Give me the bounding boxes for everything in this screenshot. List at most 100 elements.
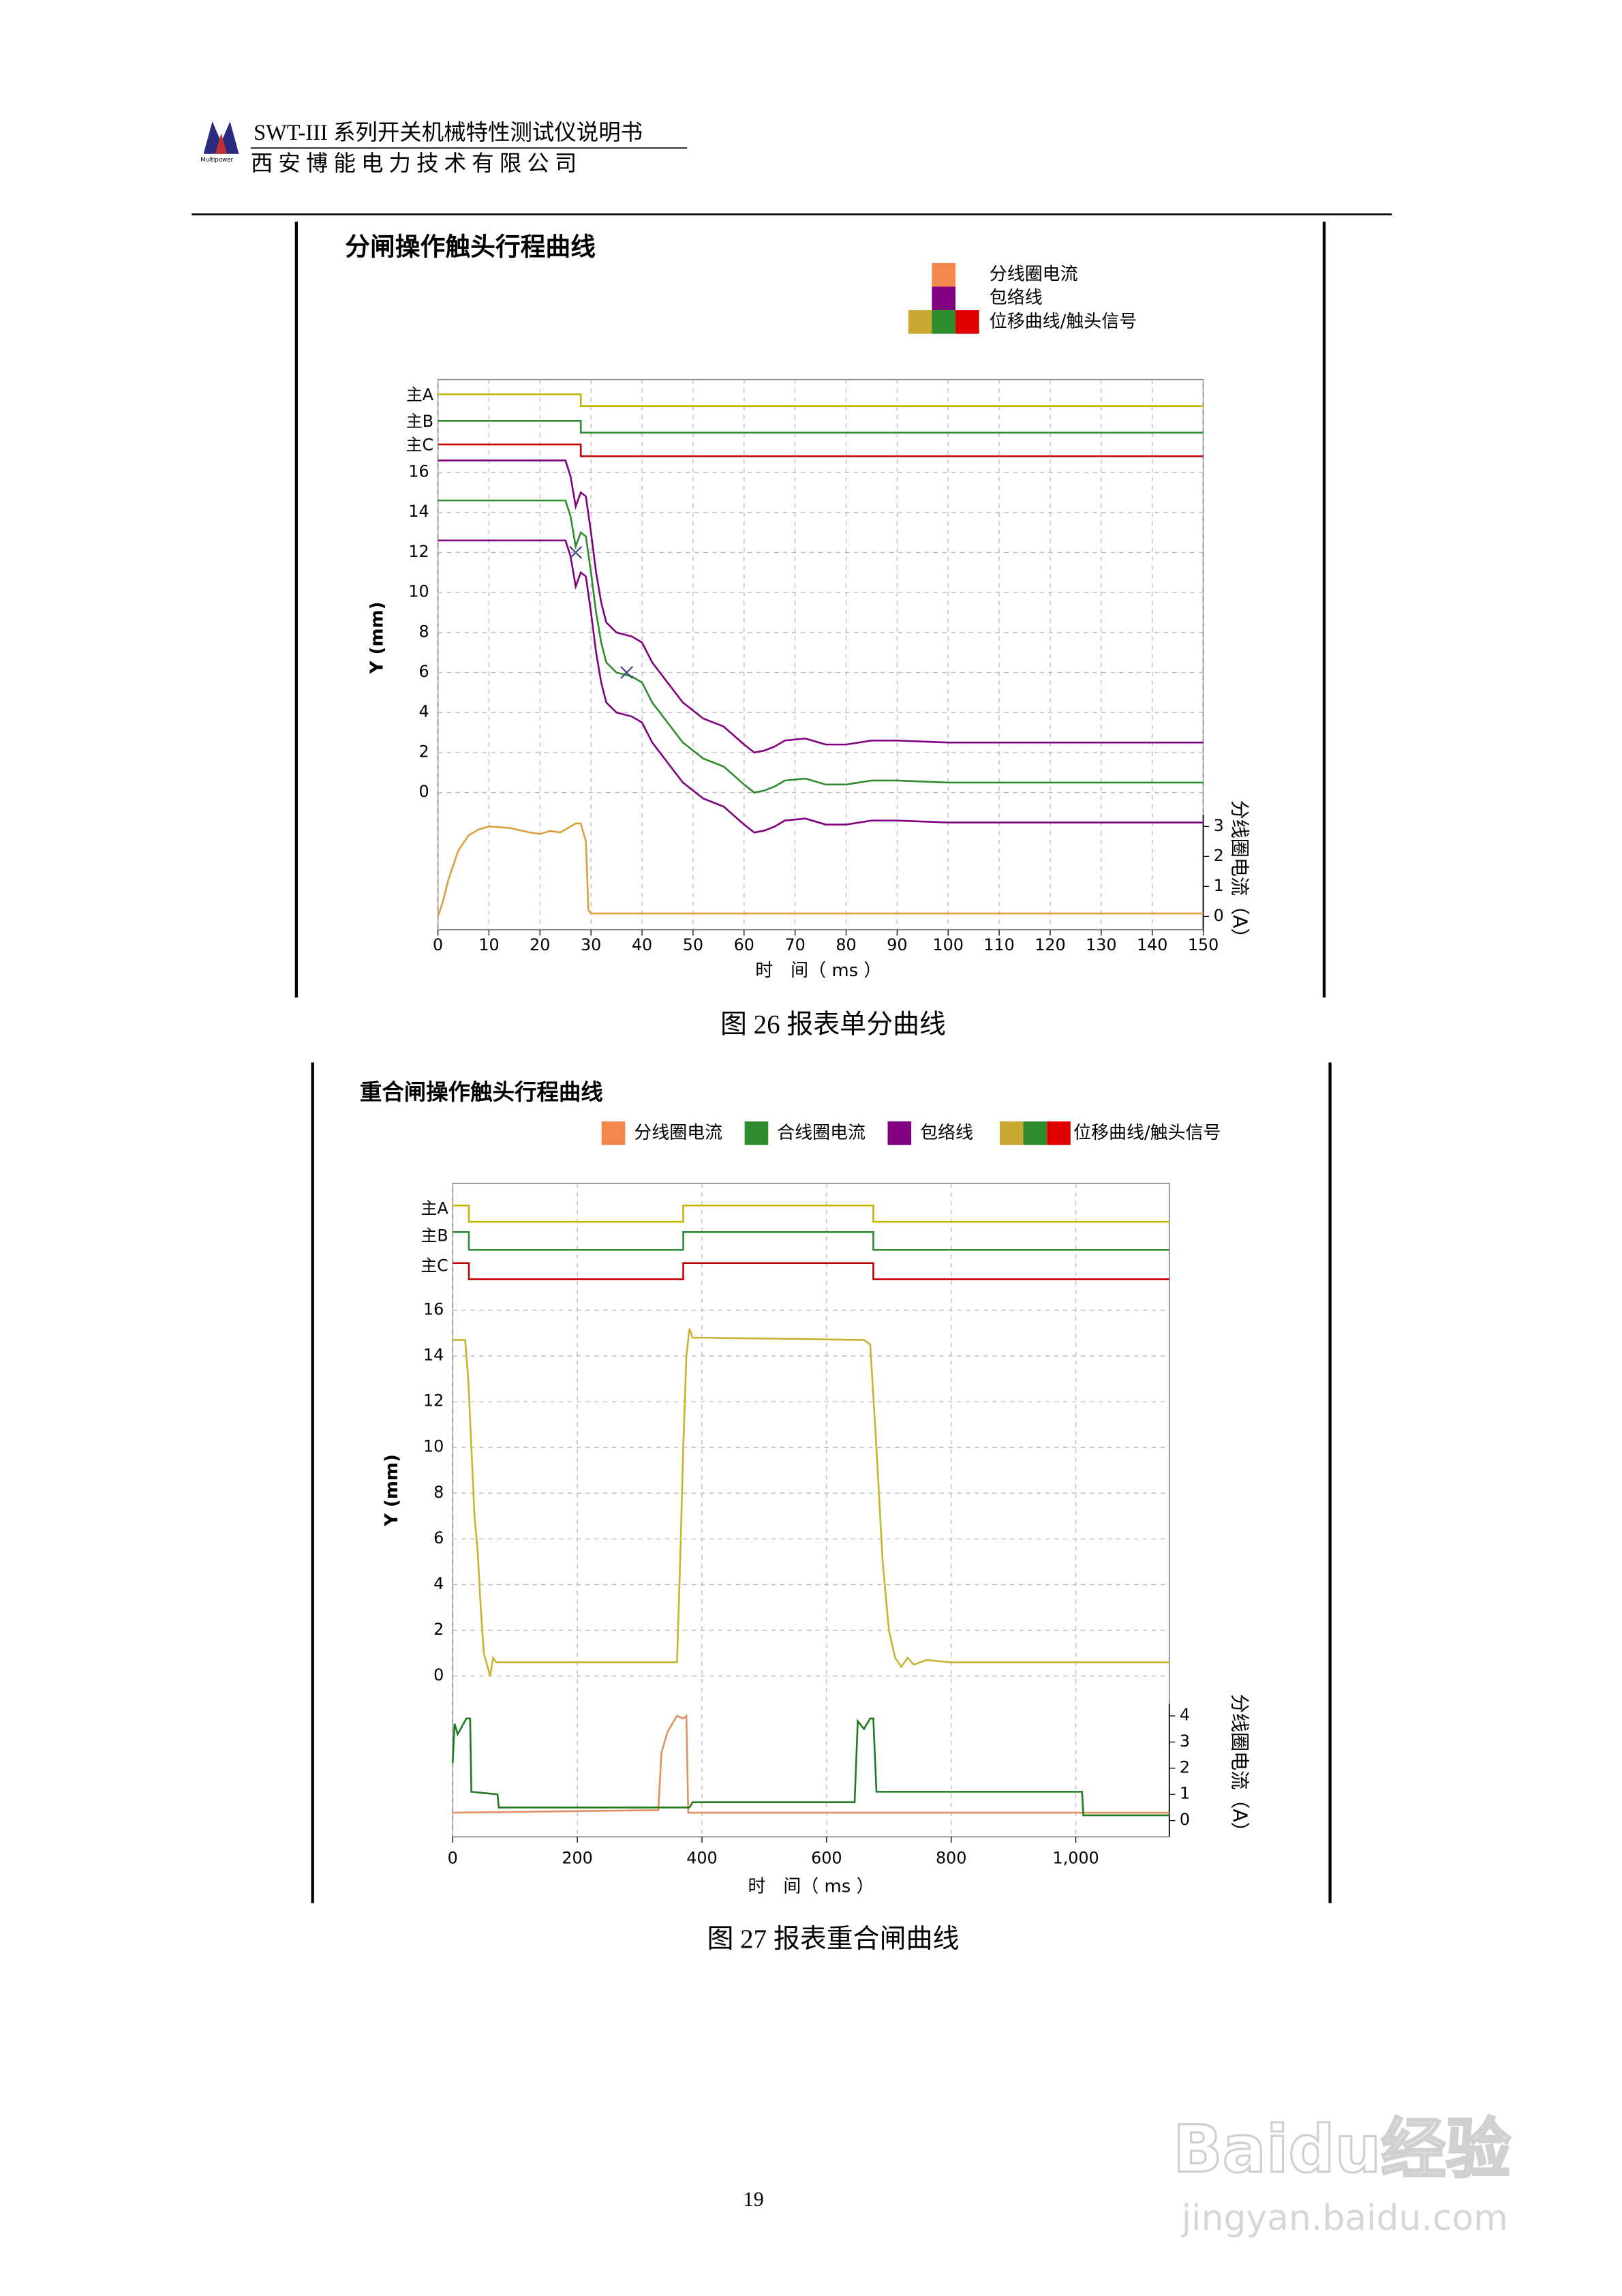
- x-tick-label: 200: [562, 1848, 592, 1867]
- x-tick-label: 10: [478, 935, 499, 954]
- signal-line: [453, 1205, 1169, 1223]
- x-tick-label: 20: [530, 935, 550, 954]
- logo-text: Multipower: [200, 157, 233, 164]
- x-tick-label: 140: [1137, 935, 1167, 954]
- legend-label: 分线圈电流: [990, 265, 1078, 285]
- x-tick-label: 90: [887, 935, 907, 954]
- y-tick-label: 14: [423, 1346, 444, 1365]
- legend-label: 包络线: [920, 1123, 973, 1143]
- y-axis-label: Y (mm): [367, 602, 387, 675]
- signal-label: 主B: [421, 1226, 448, 1245]
- y2-tick-label: 3: [1214, 816, 1224, 835]
- y-tick-label: 8: [418, 622, 429, 641]
- y-tick-label: 12: [408, 542, 429, 561]
- x-tick-label: 600: [811, 1848, 842, 1867]
- legend-swatch: [955, 310, 979, 334]
- y-tick-label: 6: [433, 1528, 444, 1547]
- x-tick-label: 150: [1188, 935, 1219, 954]
- travel-line: [438, 539, 1204, 834]
- chart-title: 重合闸操作触头行程曲线: [360, 1079, 603, 1105]
- cross-marker: [620, 666, 634, 679]
- x-tick-label: 80: [836, 935, 856, 954]
- x-tick-label: 100: [933, 935, 964, 954]
- x-tick-label: 800: [936, 1848, 966, 1867]
- x-tick-label: 130: [1086, 935, 1116, 954]
- legend-swatch: [744, 1121, 769, 1145]
- x-tick-label: 40: [632, 935, 652, 954]
- current-line: [437, 822, 1204, 917]
- travel-line: [438, 499, 1204, 794]
- x-tick-label: 400: [686, 1848, 717, 1867]
- legend-label: 位移曲线/触头信号: [990, 312, 1137, 332]
- y-tick-label: 0: [433, 1665, 444, 1685]
- x-tick-label: 30: [581, 935, 601, 954]
- plot-area: [437, 378, 1204, 931]
- legend-swatch: [932, 310, 956, 334]
- y-tick-label: 14: [408, 502, 429, 521]
- travel-line: [453, 1328, 1169, 1676]
- x-axis-label: 时 间（ ms ）: [755, 961, 881, 981]
- signal-label: 主A: [406, 385, 434, 404]
- y2-tick-label: 4: [1180, 1705, 1190, 1724]
- y-tick-label: 10: [408, 582, 429, 601]
- legend-swatch: [932, 286, 956, 311]
- cross-marker: [569, 546, 583, 559]
- legend-swatch: [887, 1121, 912, 1145]
- y-tick-label: 4: [418, 702, 429, 721]
- y-tick-label: 2: [433, 1620, 444, 1639]
- x-tick-label: 70: [784, 935, 805, 954]
- signal-label: 主C: [406, 436, 433, 455]
- x-tick-label: 110: [983, 935, 1014, 954]
- signal-line: [438, 393, 1204, 407]
- doc-title: SWT-III 系列开关机械特性测试仪说明书: [254, 120, 643, 145]
- legend-swatch: [1023, 1121, 1047, 1145]
- y2-tick-label: 0: [1180, 1810, 1190, 1829]
- legend-swatch: [1047, 1121, 1071, 1145]
- page-number: 19: [743, 2188, 763, 2211]
- y2-tick-label: 2: [1180, 1757, 1190, 1777]
- travel-line: [438, 459, 1204, 754]
- y2-tick-label: 1: [1180, 1784, 1190, 1803]
- y2-tick-label: 1: [1214, 876, 1224, 895]
- caption: 图 26 报表单分曲线: [720, 1010, 946, 1040]
- x-axis-label: 时 间（ ms ）: [748, 1876, 874, 1897]
- signal-line: [453, 1262, 1169, 1280]
- y-tick-label: 16: [423, 1300, 444, 1319]
- y2-tick-label: 0: [1214, 906, 1224, 925]
- legend-label: 位移曲线/触头信号: [1073, 1123, 1221, 1143]
- x-tick-label: 120: [1035, 935, 1065, 954]
- logo: [203, 121, 239, 154]
- y2-axis-label: 分线圈电流（A）: [1228, 800, 1251, 948]
- x-tick-label: 60: [734, 935, 754, 954]
- plot-area: [452, 1183, 1170, 1838]
- signal-line: [453, 1231, 1169, 1251]
- current-line: [451, 1717, 1169, 1817]
- signal-label: 主A: [421, 1198, 449, 1218]
- y2-tick-label: 3: [1180, 1732, 1190, 1751]
- x-tick-label: 0: [433, 935, 443, 954]
- legend-swatch: [999, 1121, 1024, 1145]
- legend-label: 合线圈电流: [777, 1123, 866, 1143]
- signal-line: [438, 443, 1204, 457]
- legend-swatch: [932, 262, 956, 287]
- y2-tick-label: 2: [1214, 846, 1224, 865]
- legend-label: 包络线: [990, 288, 1043, 308]
- watermark-url: jingyan.baidu.com: [1181, 2198, 1508, 2239]
- x-tick-label: 0: [448, 1848, 458, 1867]
- y-axis-label: Y (mm): [382, 1454, 402, 1527]
- signal-label: 主B: [406, 412, 433, 431]
- y-tick-label: 0: [418, 782, 429, 801]
- y-tick-label: 12: [423, 1391, 444, 1410]
- y-tick-label: 10: [423, 1437, 444, 1456]
- legend-swatch: [601, 1121, 626, 1145]
- y2-axis-label: 分线圈电流（A）: [1228, 1694, 1251, 1841]
- y-tick-label: 4: [433, 1574, 444, 1593]
- legend-swatch: [908, 310, 932, 334]
- chart-title: 分闸操作触头行程曲线: [345, 232, 596, 262]
- x-tick-label: 1,000: [1053, 1848, 1099, 1867]
- legend-label: 分线圈电流: [634, 1123, 722, 1143]
- current-line: [453, 1714, 1169, 1814]
- y-tick-label: 16: [408, 462, 429, 481]
